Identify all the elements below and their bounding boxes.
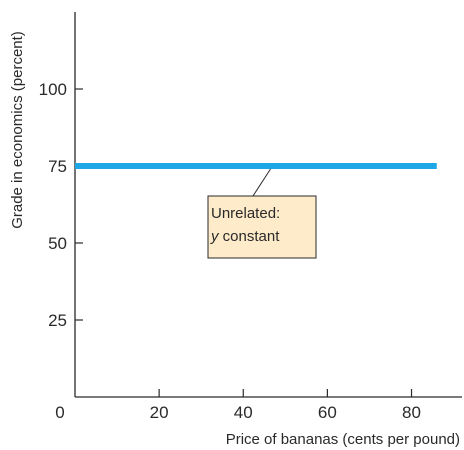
y-tick-label: 75	[48, 157, 67, 176]
tick-labels: 25 50 75 100 20 40 60 80	[39, 80, 421, 422]
x-axis-title: Price of bananas (cents per pound)	[226, 431, 460, 448]
y-tick-label: 25	[48, 311, 67, 330]
annotation-text-line2: y constant	[210, 228, 280, 245]
annotation-box	[207, 195, 317, 259]
origin-label: 0	[55, 403, 64, 422]
x-tick-label: 40	[234, 403, 253, 422]
y-axis-title: Grade in economics (percent)	[9, 31, 26, 229]
axes	[74, 12, 462, 398]
y-tick-label: 50	[48, 234, 67, 253]
x-tick-label: 20	[150, 403, 169, 422]
annotation-rest: constant	[219, 228, 281, 245]
y-tick-label: 100	[39, 80, 67, 99]
annotation: Unrelated: y constant	[207, 168, 317, 259]
x-tick-label: 60	[318, 403, 337, 422]
x-tick-label: 80	[402, 403, 421, 422]
annotation-text-line1: Unrelated:	[211, 205, 280, 222]
annotation-leader-line	[252, 168, 271, 197]
annotation-variable: y	[210, 228, 220, 245]
